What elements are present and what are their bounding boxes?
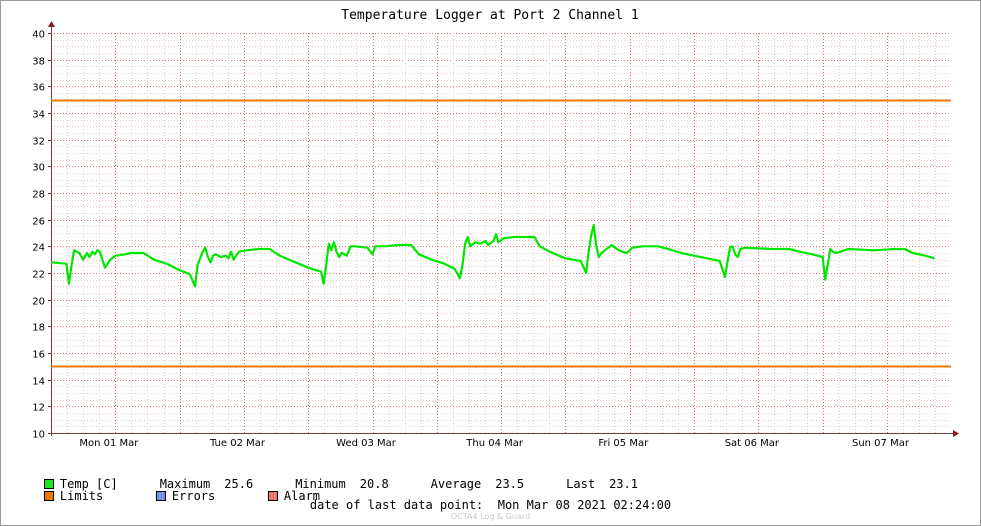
legend-alarm: Alarm	[267, 489, 321, 503]
y-tick-label: 32	[32, 137, 45, 148]
y-tick-label: 22	[32, 270, 45, 281]
stat-maximum: Maximum 25.6	[160, 477, 253, 491]
temp-swatch	[43, 479, 54, 489]
y-tick-label: 28	[32, 190, 45, 201]
y-tick-label: 30	[32, 163, 45, 174]
y-tick-label: 36	[32, 83, 45, 94]
legend-limits: Limits	[43, 489, 156, 503]
y-axis-arrow	[48, 21, 55, 27]
y-tick-label: 38	[32, 57, 45, 68]
stat-maximum-value: 25.6	[224, 477, 254, 491]
legend-errors-label: Errors	[171, 489, 216, 503]
stat-last: Last 23.1	[566, 477, 638, 491]
stat-minimum: Minimum 20.8	[295, 477, 388, 491]
y-tick-label: 10	[32, 430, 45, 441]
legend-row-2: Limits Errors Alarm	[15, 475, 320, 517]
stat-last-label: Last	[566, 477, 596, 491]
y-tick-label: 26	[32, 217, 45, 228]
chart-title: Temperature Logger at Port 2 Channel 1	[341, 8, 638, 23]
x-tick-label: Tue 02 Mar	[209, 438, 266, 449]
y-tick-label: 12	[32, 403, 45, 414]
last-data-point: date of last data point: Mon Mar 08 2021…	[0, 498, 981, 512]
stat-last-value: 23.1	[609, 477, 638, 491]
watermark-text: OCTA4 Log & Guard	[450, 512, 531, 521]
legend-row-1: Temp [C] Maximum 25.6 Minimum 20.8 Average 23.…	[15, 463, 638, 505]
y-tick-label: 20	[32, 297, 45, 308]
last-data-point-label: date of last data point:	[309, 498, 484, 512]
last-data-point-value: Mon Mar 08 2021 02:24:00	[497, 498, 672, 512]
y-tick-label: 40	[32, 30, 45, 41]
alarm-swatch	[267, 491, 278, 501]
legend-limits-label: Limits	[59, 489, 104, 503]
x-tick-label: Fri 05 Mar	[598, 438, 649, 449]
y-tick-label: 16	[32, 350, 45, 361]
stat-average-label: Average	[430, 477, 482, 491]
x-tick-label: Thu 04 Mar	[465, 438, 524, 449]
y-tick-label: 14	[32, 377, 45, 388]
legend-temp-label: Temp [C]	[59, 477, 118, 491]
x-axis-arrow	[953, 430, 959, 437]
limits-swatch	[43, 491, 54, 501]
legend-alarm-label: Alarm	[283, 489, 321, 503]
legend-errors: Errors	[155, 489, 268, 503]
stat-average-value: 23.5	[495, 477, 525, 491]
x-tick-label: Sat 06 Mar	[725, 438, 780, 449]
errors-swatch	[155, 491, 166, 501]
y-tick-label: 34	[32, 110, 45, 121]
y-tick-label: 18	[32, 323, 45, 334]
stat-maximum-label: Maximum	[159, 477, 211, 491]
stat-average: Average 23.5	[431, 477, 524, 491]
legend-temp: Temp [C]	[43, 477, 118, 491]
y-tick-label: 24	[32, 243, 45, 254]
stat-minimum-label: Minimum	[295, 477, 346, 491]
temp-series-line	[50, 223, 935, 288]
x-tick-label: Wed 03 Mar	[336, 438, 397, 449]
stat-minimum-value: 20.8	[359, 477, 389, 491]
x-tick-label: Mon 01 Mar	[79, 438, 139, 449]
x-tick-label: Sun 07 Mar	[852, 438, 910, 449]
